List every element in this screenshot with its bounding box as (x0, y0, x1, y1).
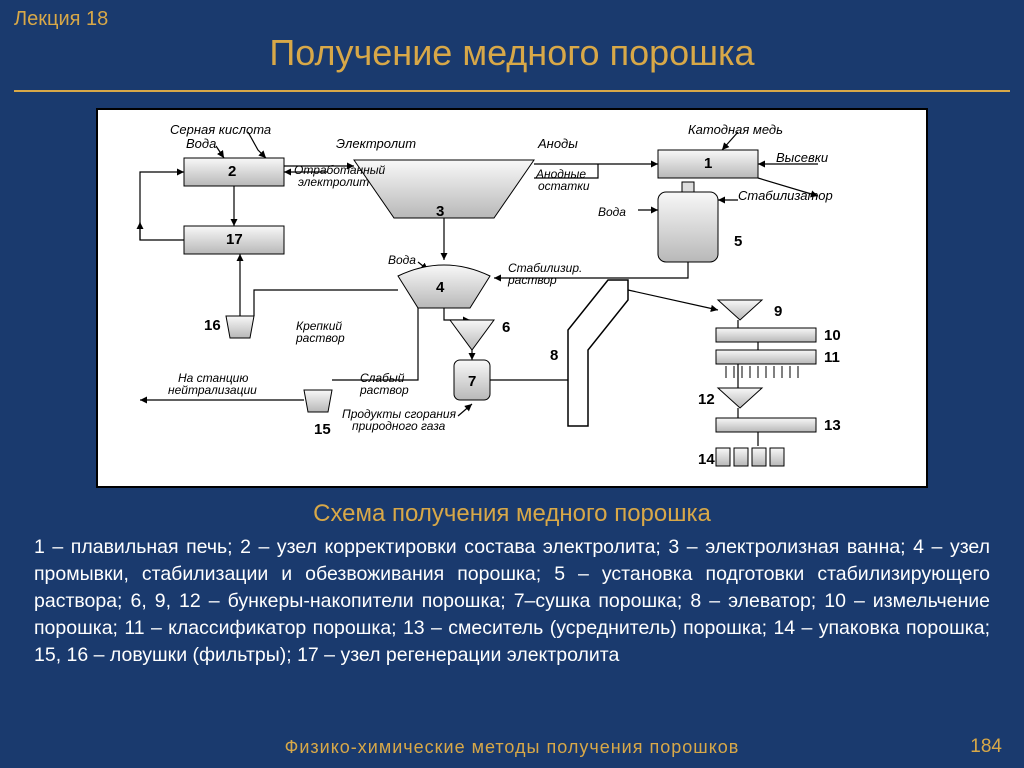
svg-text:нейтрализации: нейтрализации (168, 383, 257, 397)
svg-text:Серная кислота: Серная кислота (170, 122, 271, 137)
svg-text:10: 10 (824, 327, 841, 344)
process-diagram: 1234567891011121314151617 Серная кислота… (98, 110, 930, 490)
svg-text:раствор: раствор (507, 273, 557, 287)
svg-text:раствор: раствор (295, 331, 345, 345)
svg-text:остатки: остатки (538, 179, 590, 193)
svg-text:5: 5 (734, 233, 742, 250)
diagram-panel: 1234567891011121314151617 Серная кислота… (96, 108, 928, 488)
svg-text:Высевки: Высевки (776, 150, 828, 165)
svg-text:Вода: Вода (186, 136, 216, 151)
svg-text:8: 8 (550, 347, 558, 364)
svg-text:2: 2 (228, 163, 236, 180)
svg-text:Стабилизатор: Стабилизатор (738, 188, 833, 203)
svg-text:Аноды: Аноды (537, 136, 578, 151)
footer-text: Физико-химические методы получения порош… (0, 737, 1024, 758)
svg-text:3: 3 (436, 203, 444, 220)
svg-text:электролит: электролит (298, 175, 369, 189)
diagram-caption: Схема получения медного порошка (0, 500, 1024, 528)
title-underline (14, 90, 1010, 92)
svg-text:природного газа: природного газа (352, 419, 446, 433)
svg-text:Вода: Вода (388, 253, 416, 267)
svg-text:7: 7 (468, 373, 476, 390)
svg-text:11: 11 (824, 349, 840, 366)
svg-text:Вода: Вода (598, 205, 626, 219)
svg-text:6: 6 (502, 319, 510, 336)
svg-text:12: 12 (698, 391, 715, 408)
svg-text:17: 17 (226, 231, 243, 248)
svg-text:14: 14 (698, 451, 715, 468)
svg-text:13: 13 (824, 417, 841, 434)
page-number: 184 (970, 736, 1002, 758)
lecture-label: Лекция 18 (14, 8, 108, 31)
page-title: Получение медного порошка (0, 32, 1024, 74)
svg-text:раствор: раствор (359, 383, 409, 397)
legend-text: 1 – плавильная печь; 2 – узел корректиро… (34, 534, 990, 669)
svg-text:9: 9 (774, 303, 782, 320)
svg-text:1: 1 (704, 155, 712, 172)
svg-text:15: 15 (314, 421, 331, 438)
svg-text:Катодная медь: Катодная медь (688, 122, 783, 137)
svg-text:Электролит: Электролит (336, 136, 416, 151)
svg-text:4: 4 (436, 279, 445, 296)
svg-text:16: 16 (204, 317, 221, 334)
